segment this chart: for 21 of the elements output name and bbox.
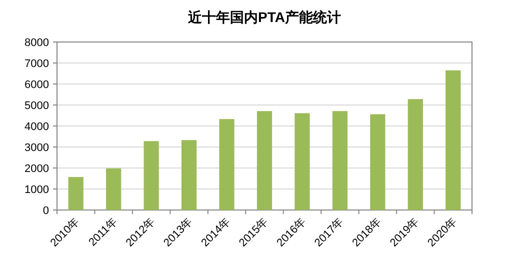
bar: [182, 140, 197, 210]
bar: [256, 111, 272, 210]
y-tick-label: 4000: [24, 121, 49, 133]
bar: [370, 114, 386, 210]
bar: [332, 111, 348, 210]
chart-title: 近十年国内PTA产能统计: [187, 9, 341, 25]
bar: [408, 99, 423, 210]
y-tick-label: 8000: [24, 37, 49, 49]
y-tick-label: 7000: [24, 58, 49, 70]
bar: [68, 177, 84, 210]
y-tick-label: 0: [42, 205, 49, 217]
bar: [106, 168, 122, 210]
y-tick-label: 3000: [24, 142, 49, 154]
y-tick-label: 1000: [24, 184, 49, 196]
bar: [446, 70, 461, 210]
y-tick-label: 5000: [24, 100, 49, 112]
bar: [144, 141, 159, 210]
y-tick-label: 2000: [24, 163, 49, 175]
y-tick-label: 6000: [24, 79, 49, 91]
bar: [219, 119, 234, 210]
bar: [294, 113, 310, 210]
